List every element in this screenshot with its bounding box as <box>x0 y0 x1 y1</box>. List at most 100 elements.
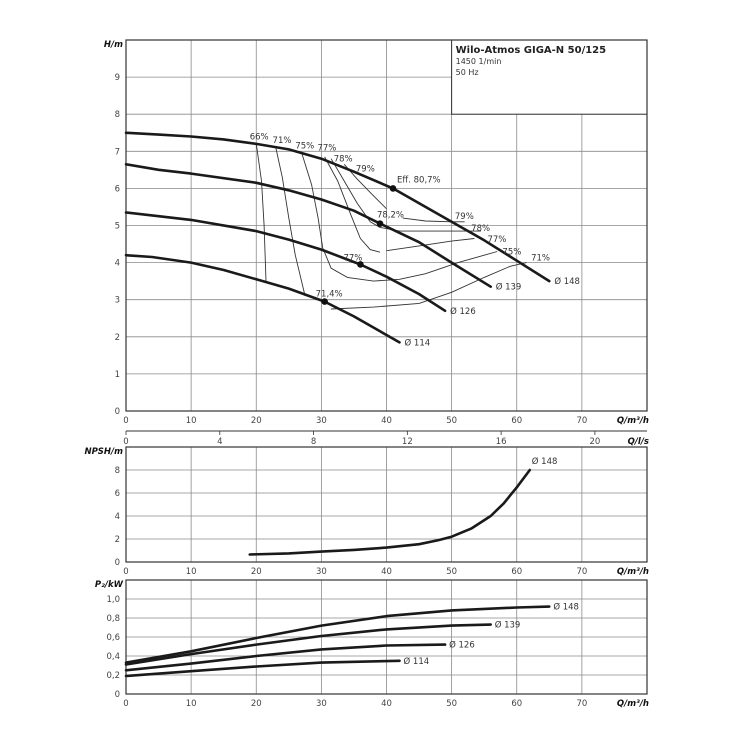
y-tick-label: 1 <box>115 370 120 380</box>
efficiency-label: 78% <box>334 155 353 165</box>
efficiency-label: 79% <box>356 165 375 175</box>
best-point-label: 77% <box>343 253 362 263</box>
series-label: Ø 126 <box>450 306 476 317</box>
x-tick-label: 40 <box>381 416 392 426</box>
series-label: Ø 148 <box>532 456 558 467</box>
efficiency-line-75pct <box>301 153 498 282</box>
curve-126 <box>124 211 447 313</box>
y-tick-label: 0 <box>115 407 120 417</box>
series-label: Ø 139 <box>496 282 522 293</box>
plot-frame <box>125 446 648 563</box>
x-tick-label: 20 <box>251 699 262 709</box>
best-efficiency-point <box>321 298 328 305</box>
power-panel <box>124 579 648 695</box>
head-panel <box>124 39 648 435</box>
curve-148 <box>124 605 551 664</box>
x-tick-label: 30 <box>316 699 327 709</box>
y-tick-label: 4 <box>115 259 120 269</box>
secondary-x-tick-label: 4 <box>217 437 222 447</box>
y-axis-label: H/m <box>104 40 123 50</box>
y-axis-label: P₂/kW <box>95 580 124 590</box>
title-box <box>451 39 648 115</box>
curve-114 <box>124 659 401 678</box>
y-tick-label: 0,2 <box>106 671 120 681</box>
series-label: Ø 114 <box>405 337 431 348</box>
efficiency-line-77pct <box>324 156 381 253</box>
plot-frame <box>125 579 648 695</box>
curve-148 <box>124 131 551 283</box>
y-tick-label: 4 <box>115 512 120 522</box>
best-point-label: 78,2% <box>377 211 404 221</box>
series-label: Ø 114 <box>404 656 430 667</box>
x-tick-label: 0 <box>123 416 128 426</box>
x-tick-label: 70 <box>576 416 587 426</box>
efficiency-line-71pct <box>275 147 306 297</box>
x-tick-label: 50 <box>446 699 457 709</box>
secondary-x-tick-label: 20 <box>589 437 600 447</box>
efficiency-line-79pct <box>402 217 465 223</box>
efficiency-label: 71% <box>273 136 292 146</box>
y-tick-label: 0 <box>115 690 120 700</box>
y-tick-label: 0 <box>115 558 120 568</box>
y-tick-label: 0,6 <box>106 633 120 643</box>
series-label: Ø 148 <box>554 276 580 287</box>
series-label: Ø 148 <box>553 602 579 613</box>
secondary-x-axis-label: Q/l/s <box>628 437 649 447</box>
curve-126 <box>124 643 447 672</box>
efficiency-label: 75% <box>502 247 521 257</box>
x-tick-label: 50 <box>446 416 457 426</box>
x-axis-label: Q/m³/h <box>617 567 649 577</box>
x-tick-label: 20 <box>251 416 262 426</box>
y-tick-label: 8 <box>115 466 120 476</box>
best-point-label: Eff. 80,7% <box>397 175 441 185</box>
x-tick-label: 10 <box>186 416 197 426</box>
x-axis-label: Q/m³/h <box>617 699 649 709</box>
best-efficiency-point <box>389 185 397 192</box>
curve-139 <box>124 623 492 666</box>
y-tick-label: 7 <box>115 147 120 157</box>
x-tick-label: 10 <box>186 699 197 709</box>
curve-114 <box>124 253 401 344</box>
y-tick-label: 2 <box>115 333 120 343</box>
y-tick-label: 1,0 <box>106 595 120 605</box>
efficiency-line-77pct <box>386 238 475 252</box>
x-tick-label: 0 <box>123 699 128 709</box>
y-tick-label: 0,4 <box>106 652 120 662</box>
efficiency-label: 77% <box>317 144 336 154</box>
y-tick-label: 5 <box>115 222 120 232</box>
series-label: Ø 126 <box>449 640 475 651</box>
best-efficiency-point <box>357 261 364 268</box>
secondary-x-tick-label: 8 <box>311 437 316 447</box>
npsh-panel <box>125 446 648 563</box>
x-tick-label: 30 <box>316 567 327 577</box>
efficiency-line-78pct <box>330 158 481 232</box>
efficiency-line-71pct <box>331 262 527 310</box>
y-tick-label: 8 <box>115 110 120 120</box>
y-axis-label: NPSH/m <box>84 447 123 457</box>
best-point-label: 71,4% <box>316 290 343 300</box>
x-tick-label: 70 <box>576 699 587 709</box>
secondary-x-tick-label: 0 <box>123 437 128 447</box>
x-tick-label: 60 <box>511 416 522 426</box>
x-axis-label: Q/m³/h <box>617 416 649 426</box>
curve-139 <box>124 163 492 288</box>
y-tick-label: 6 <box>115 489 120 499</box>
x-tick-label: 70 <box>576 567 587 577</box>
speed-text: 1450 1/min <box>456 57 502 66</box>
x-tick-label: 30 <box>316 416 327 426</box>
y-tick-label: 3 <box>115 296 120 306</box>
secondary-x-tick-label: 16 <box>496 437 507 447</box>
y-tick-label: 2 <box>115 535 120 545</box>
x-tick-label: 60 <box>511 699 522 709</box>
x-tick-label: 60 <box>511 567 522 577</box>
y-tick-label: 0,8 <box>106 614 120 624</box>
efficiency-label: 71% <box>531 254 550 264</box>
x-tick-label: 40 <box>381 567 392 577</box>
efficiency-line-66pct <box>255 143 267 282</box>
x-tick-label: 10 <box>186 567 197 577</box>
x-tick-label: 40 <box>381 699 392 709</box>
best-efficiency-point <box>376 220 384 227</box>
efficiency-label: 66% <box>250 132 269 142</box>
x-tick-label: 20 <box>251 567 262 577</box>
